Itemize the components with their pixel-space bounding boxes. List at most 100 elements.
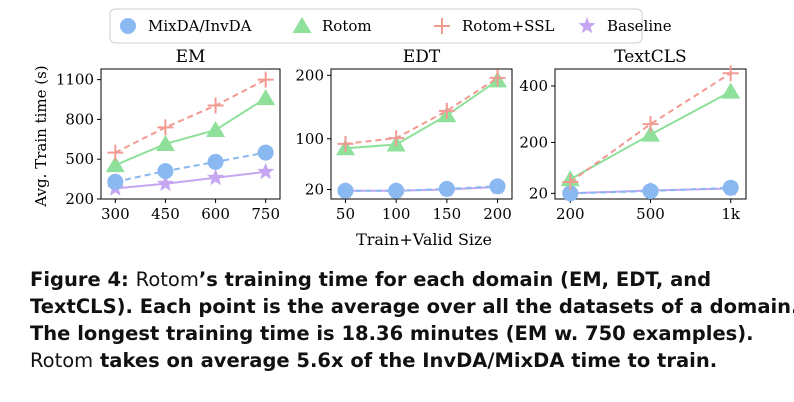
chart-title: EDT: [403, 47, 441, 67]
y-tick-label: 200: [295, 66, 324, 84]
series-line: [345, 77, 499, 145]
data-point: [721, 82, 741, 99]
data-point: [489, 69, 506, 86]
data-point: [562, 185, 579, 202]
series-rotom-ssl: [337, 69, 506, 152]
x-tick-label: 150: [433, 205, 462, 223]
series-line: [115, 151, 266, 183]
series-rotom-ssl: [107, 71, 274, 161]
caption-line: TextCLS). Each point is the average over…: [30, 293, 794, 320]
y-tick-label: 800: [65, 110, 94, 128]
y-tick-label: 500: [65, 150, 94, 168]
chart-em: EM 200 500 800 1100 300 450 600 750: [56, 47, 281, 223]
data-point: [156, 174, 174, 191]
series-rotom-ssl: [562, 65, 739, 191]
x-tick-label: 600: [201, 205, 230, 223]
x-tick-label: 450: [151, 205, 180, 223]
caption-line: The longest training time is 18.36 minut…: [30, 320, 765, 347]
data-point: [257, 71, 274, 88]
y-tick-label: 100: [295, 130, 324, 148]
data-point: [337, 135, 354, 152]
x-tick-label: 200: [483, 205, 512, 223]
series-line: [115, 170, 266, 190]
chart-title: TextCLS: [614, 47, 686, 67]
y-tick-label: 200: [519, 133, 548, 151]
data-point: [107, 173, 124, 190]
y-tick-label: 1100: [56, 71, 94, 89]
legend-marker-rotom: [292, 17, 312, 33]
data-point: [157, 119, 174, 136]
data-point: [438, 180, 455, 197]
data-point: [257, 162, 275, 180]
x-axis-label: Train+Valid Size: [356, 230, 492, 249]
legend-marker-mixda-invda: [120, 18, 136, 34]
x-tick-label: 100: [382, 205, 411, 223]
series-line: [569, 72, 732, 183]
x-tick-label: 200: [556, 205, 585, 223]
data-point: [642, 183, 659, 200]
legend-label-rotom-ssl: Rotom+SSL: [462, 17, 554, 35]
legend-label-mixda-invda: MixDA/InvDA: [148, 17, 252, 35]
data-point: [207, 153, 224, 170]
caption-segment: Rotom: [135, 268, 199, 291]
data-point: [388, 182, 405, 199]
data-point: [489, 178, 506, 195]
legend-label-baseline: Baseline: [607, 17, 672, 35]
x-tick-label: 750: [251, 205, 280, 223]
x-tick-label: 1k: [721, 205, 741, 223]
legend-marker-rotom-ssl: [434, 18, 450, 34]
plot-frame: [330, 68, 513, 200]
series-mixda-invda: [107, 144, 274, 190]
series-line: [345, 79, 499, 150]
data-point: [562, 174, 579, 191]
data-point: [257, 144, 274, 161]
caption-segment: Rotom: [30, 349, 94, 372]
legend-item-mixda-invda: MixDA/InvDA: [120, 17, 252, 35]
x-tick-label: 50: [336, 205, 355, 223]
y-axis-label: Avg. Train time (s): [32, 65, 50, 207]
data-point: [641, 125, 660, 142]
figure-caption: Figure 4: Rotom’s training time for each…: [30, 266, 794, 374]
legend-marker-baseline: [578, 17, 596, 34]
caption-segment: ’s training time for each domain (EM, ED…: [198, 268, 712, 291]
x-tick-label: 500: [636, 205, 665, 223]
data-point: [438, 102, 455, 119]
legend: MixDA/InvDA Rotom Rotom+SSL Baseline: [109, 8, 672, 44]
series-line: [114, 78, 267, 154]
data-point: [337, 182, 354, 199]
caption-segment: The longest training time is 18.36 minut…: [30, 322, 754, 345]
series-rotom: [105, 89, 276, 173]
data-point: [642, 116, 659, 133]
chart-edt: EDT 20 100 200 50 100 150 200: [295, 47, 513, 223]
y-tick-label: 200: [65, 190, 94, 208]
data-point: [388, 130, 405, 147]
data-point: [207, 168, 225, 186]
caption-segment: Figure 4:: [30, 268, 136, 291]
caption-segment: TextCLS). Each point is the average over…: [30, 295, 794, 318]
chart-textcls: TextCLS 20 200 400 200 500 1k: [519, 47, 747, 223]
legend-frame: [109, 8, 643, 44]
series-rotom: [560, 82, 741, 187]
y-tick-label: 20: [529, 184, 548, 202]
y-tick-label: 400: [519, 77, 548, 95]
legend-label-rotom: Rotom: [322, 17, 372, 35]
plot-frame: [100, 68, 281, 200]
x-tick-label: 300: [101, 205, 130, 223]
data-point: [722, 179, 739, 196]
series-rotom: [335, 71, 508, 156]
legend-item-rotom: Rotom: [292, 17, 372, 35]
chart-panels: EM 200 500 800 1100 300 450 600 750 EDT 20 100 200 50…: [56, 47, 747, 223]
data-point: [722, 65, 739, 82]
series-mixda-invda: [337, 178, 506, 199]
data-point: [107, 144, 124, 161]
y-tick-label: 20: [305, 180, 324, 198]
caption-segment: takes on average 5.6x of the InvDA/MixDA…: [93, 349, 718, 372]
series-line: [114, 97, 267, 167]
data-point: [206, 121, 226, 138]
legend-item-rotom-ssl: Rotom+SSL: [434, 17, 554, 35]
data-point: [256, 89, 276, 106]
chart-title: EM: [176, 47, 206, 67]
caption-line: Rotom takes on average 5.6x of the InvDA…: [30, 347, 765, 374]
caption-line: Figure 4: Rotom’s training time for each…: [30, 266, 765, 293]
